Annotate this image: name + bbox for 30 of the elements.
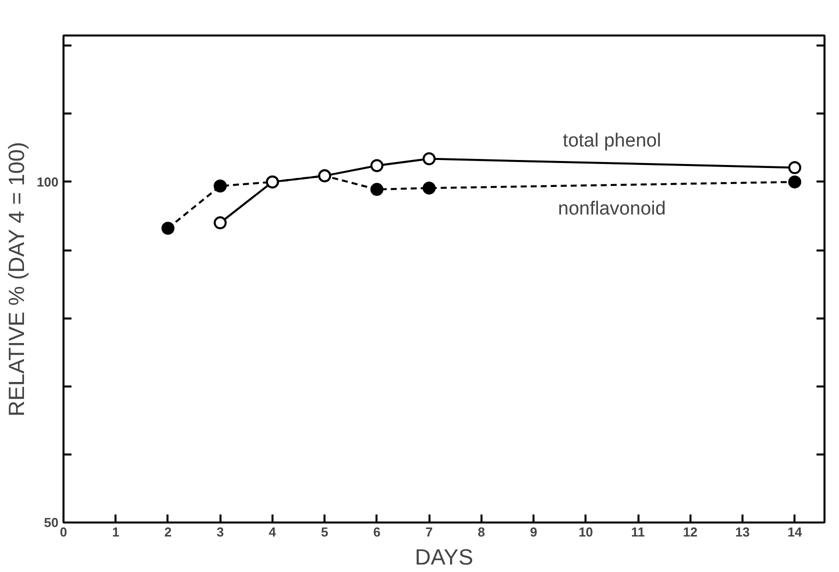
- point: [788, 175, 802, 188]
- x-tick-label: 12: [683, 524, 698, 540]
- point: [422, 152, 436, 166]
- y-axis-title: RELATIVE % (DAY 4 = 100): [4, 142, 29, 416]
- point: [370, 159, 384, 172]
- x-tick-label: 8: [478, 524, 485, 540]
- x-tick-label: 11: [631, 524, 645, 540]
- point: [214, 216, 227, 230]
- x-tick-label: 0: [60, 524, 68, 540]
- x-tick-label: 3: [216, 524, 224, 540]
- y-tick-label: 50: [44, 515, 59, 530]
- x-tick-label: 13: [735, 524, 750, 540]
- point: [214, 180, 227, 193]
- point: [788, 161, 802, 174]
- x-tick-label: 9: [530, 524, 538, 540]
- x-tick-label: 1: [112, 524, 120, 540]
- x-tick-label: 10: [578, 524, 594, 540]
- x-tick-label: 2: [164, 524, 172, 540]
- point: [370, 182, 384, 196]
- x-tick-label: 5: [321, 524, 328, 540]
- x-tick-label: 4: [268, 524, 277, 540]
- x-tick-label: 6: [373, 524, 381, 540]
- x-axis-title: DAYS: [414, 544, 474, 570]
- point: [161, 222, 174, 235]
- y-tick-label: 100: [36, 174, 59, 190]
- x-tick-label: 14: [788, 524, 803, 540]
- series-label: nonflavonoid: [558, 198, 666, 220]
- x-tick-label: 7: [426, 524, 433, 540]
- point: [422, 182, 436, 195]
- series-label: total phenol: [562, 130, 662, 152]
